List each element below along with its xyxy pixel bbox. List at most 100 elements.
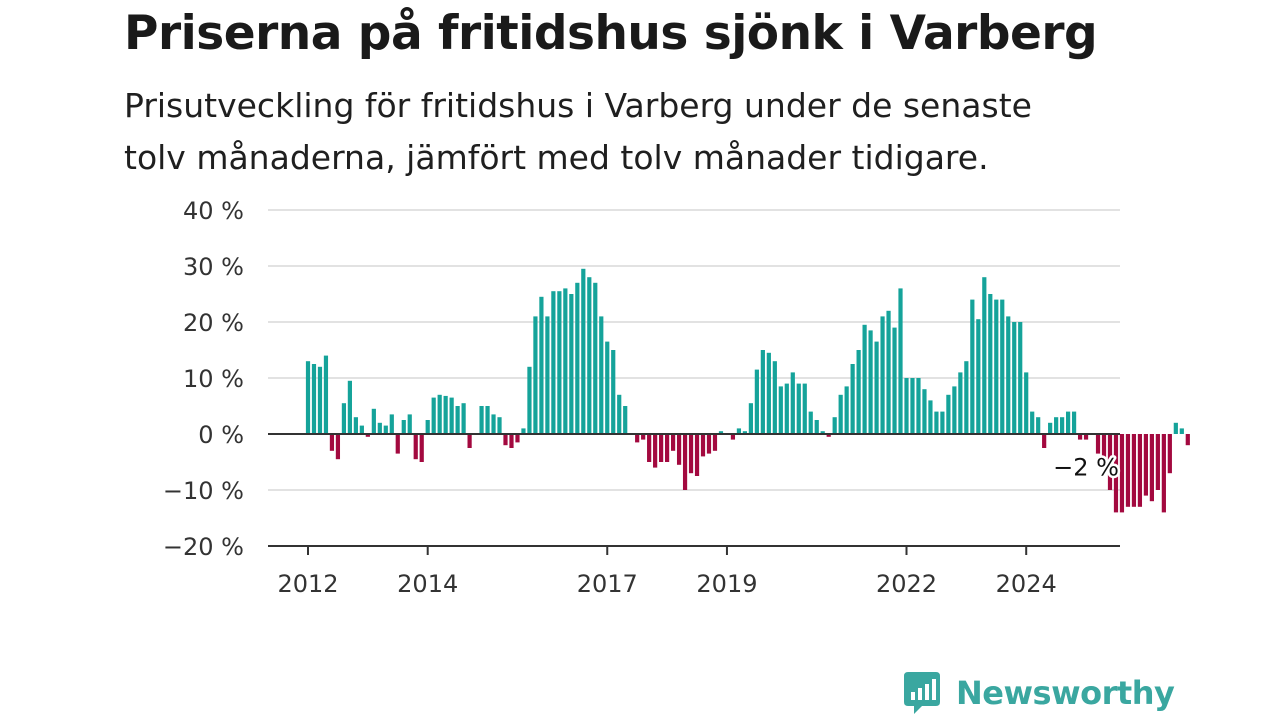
- bar: [401, 420, 406, 434]
- bar: [317, 366, 323, 434]
- bar: [928, 400, 933, 434]
- bar: [1101, 434, 1107, 474]
- bar: [982, 277, 987, 434]
- bar: [964, 361, 969, 434]
- bar: [952, 386, 957, 434]
- bar: [820, 431, 825, 434]
- bar: [742, 431, 747, 434]
- bar: [449, 397, 454, 434]
- newsworthy-brand: Newsworthy: [902, 670, 1175, 716]
- y-tick-label: 20 %: [183, 309, 244, 337]
- bar: [503, 434, 508, 446]
- bar: [940, 411, 945, 434]
- bar: [347, 380, 352, 434]
- x-tick-label: 2017: [577, 570, 638, 598]
- bar: [443, 395, 448, 434]
- bar: [1095, 434, 1101, 454]
- bar: [485, 406, 490, 434]
- bar: [383, 425, 388, 434]
- bar: [467, 434, 472, 448]
- bar: [455, 406, 460, 434]
- bar: [653, 434, 658, 468]
- bar: [886, 310, 891, 434]
- bar: [718, 431, 724, 434]
- bar: [407, 414, 412, 434]
- x-tick-label: 2022: [876, 570, 937, 598]
- bar: [766, 352, 771, 434]
- bar: [688, 434, 694, 474]
- bar: [1066, 411, 1071, 434]
- bar: [904, 378, 909, 434]
- bar: [892, 327, 897, 434]
- bar: [1185, 434, 1190, 446]
- bar: [856, 350, 861, 434]
- chart-subtitle: Prisutveckling för fritidshus i Varberg …: [124, 80, 1124, 184]
- bar: [491, 414, 496, 434]
- bar: [1036, 417, 1041, 434]
- bar: [563, 288, 568, 434]
- bar: [329, 434, 335, 451]
- brand-name: Newsworthy: [956, 674, 1175, 712]
- bar: [413, 434, 418, 460]
- bar: [1083, 434, 1089, 440]
- bar: [910, 378, 915, 434]
- bar: [341, 403, 347, 434]
- bar: [527, 366, 532, 434]
- bar: [736, 428, 742, 434]
- bar: [371, 408, 376, 434]
- bar: [515, 434, 520, 443]
- bar: [784, 383, 789, 434]
- bar: [1131, 434, 1137, 507]
- bar: [1143, 434, 1148, 496]
- y-tick-label: 0 %: [198, 421, 244, 449]
- bar: [659, 434, 664, 462]
- bar: [778, 386, 783, 434]
- bar: [539, 296, 544, 434]
- x-tick-label: 2012: [277, 570, 338, 598]
- bar: [832, 417, 837, 434]
- bar: [1149, 434, 1154, 502]
- subtitle-line-1: Prisutveckling för fritidshus i Varberg …: [124, 86, 1032, 125]
- bar: [706, 434, 712, 454]
- bar: [988, 294, 993, 434]
- y-tick-label: 40 %: [183, 197, 244, 225]
- bar: [623, 406, 628, 434]
- bar: [712, 434, 718, 451]
- bar: [754, 369, 759, 434]
- bar: [557, 291, 562, 434]
- bar: [760, 350, 765, 434]
- bar: [868, 330, 873, 434]
- bar: [796, 383, 801, 434]
- bar: [377, 422, 382, 434]
- axes: [268, 433, 1120, 555]
- bar: [1155, 434, 1160, 490]
- x-tick-label: 2014: [397, 570, 458, 598]
- bar: [581, 268, 586, 434]
- bar: [587, 277, 592, 434]
- y-tick-label: −10 %: [163, 477, 244, 505]
- bar: [1060, 417, 1065, 434]
- bar: [437, 394, 442, 434]
- bar: [509, 434, 514, 448]
- x-tick-label: 2019: [696, 570, 757, 598]
- bar: [1030, 411, 1035, 434]
- bar: [1054, 417, 1059, 434]
- bar: [617, 394, 622, 434]
- bar: [1173, 422, 1178, 434]
- bar: [1048, 422, 1053, 434]
- bar: [479, 406, 484, 434]
- x-tick-label: 2024: [996, 570, 1057, 598]
- bar: [569, 294, 574, 434]
- bar: [958, 372, 963, 434]
- bar: [365, 434, 370, 437]
- bar: [1167, 434, 1172, 474]
- bar: [1071, 411, 1077, 434]
- bar: [323, 355, 329, 434]
- bar: [946, 394, 951, 434]
- bars: [305, 268, 1190, 513]
- bar: [844, 386, 849, 434]
- bar: [521, 428, 526, 434]
- bar: [808, 411, 813, 434]
- bar: [389, 414, 394, 434]
- bar: [1018, 322, 1023, 434]
